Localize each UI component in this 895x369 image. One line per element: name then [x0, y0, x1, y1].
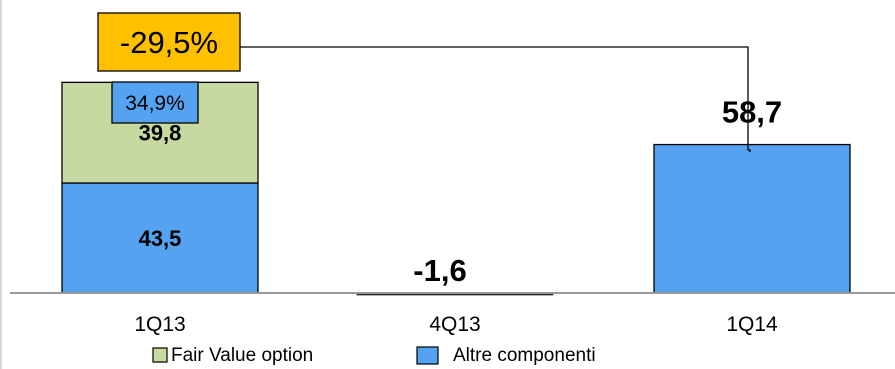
legend-swatch-altre-componenti — [416, 346, 439, 365]
segment-label-fair-value-option-1q13: 39,8 — [139, 121, 182, 146]
total-label-1q14: 58,7 — [722, 95, 782, 130]
legend-swatch-fair-value-option — [152, 347, 168, 363]
total-label-4q13: -1,6 — [413, 253, 466, 288]
share-annotation-label: 34,9% — [125, 92, 185, 115]
bar-altre-componenti-1q14 — [653, 143, 851, 294]
x-tick-label-1q13: 1Q13 — [134, 313, 185, 336]
legend: Fair Value option Altre componenti — [152, 345, 596, 366]
x-tick-label-1q14: 1Q14 — [726, 313, 778, 336]
change-annotation: -29,5% — [97, 12, 241, 72]
share-annotation: 34,9% — [111, 81, 199, 124]
legend-label-fair-value-option: Fair Value option — [171, 345, 313, 366]
segment-label-altre-componenti-1q13: 43,5 — [139, 226, 182, 251]
legend-label-altre-componenti: Altre componenti — [453, 345, 596, 366]
change-connector-line — [240, 46, 751, 152]
x-tick-label-4q13: 4Q13 — [429, 313, 480, 336]
change-annotation-label: -29,5% — [120, 25, 218, 60]
